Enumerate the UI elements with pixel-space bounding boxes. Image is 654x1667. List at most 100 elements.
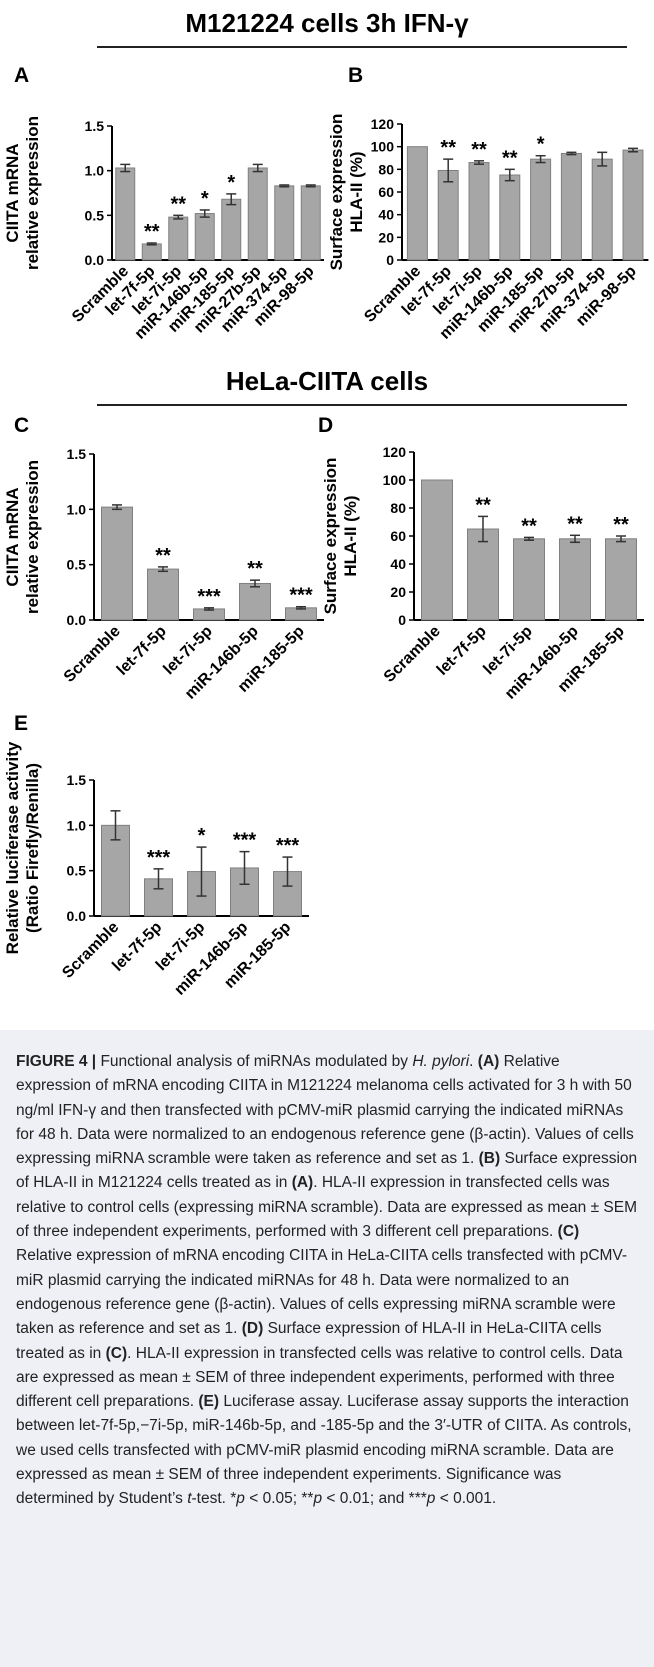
caption-text: < 0.001. [435,1490,497,1508]
x-tick-label: let-7f-5p [434,623,490,679]
caption-text: Surface expression of HLA-II in HeLa-CII… [16,1320,602,1362]
y-tick-label: 100 [383,472,407,488]
significance-label: ** [471,139,487,161]
significance-label: ** [475,494,491,516]
significance-label: ** [502,147,518,169]
bar [168,216,189,261]
caption-text: t [187,1490,192,1508]
caption-panel-ref: (D) [241,1320,264,1338]
y-tick-label: 20 [390,584,406,600]
bar [101,506,133,621]
panel-label-d: D [318,414,334,437]
y-tick-label: 100 [371,139,395,155]
y-tick-label: 20 [378,229,394,245]
significance-label: * [198,825,206,847]
significance-label: ** [613,514,629,536]
bar [530,158,552,261]
caption-text: p [313,1490,323,1508]
y-tick-label: 1.0 [85,163,105,179]
section-divider-mid [97,404,627,406]
bar [467,528,499,621]
y-tick-label: 80 [390,500,406,516]
x-tick-label: Scramble [381,623,444,686]
bar [300,185,321,261]
y-tick-label: 1.5 [85,118,105,134]
section-title-m121224: M121224 cells 3h IFN-γ [185,8,469,38]
x-tick-label: Scramble [59,919,122,982]
bar [141,243,162,261]
bar [247,167,268,261]
figure-caption: FIGURE 4 | Functional analysis of miRNAs… [16,1050,638,1512]
caption-panel-ref: (C) [557,1223,580,1241]
y-tick-label: 0.0 [85,252,105,268]
y-axis-title: Surface expression [327,114,346,271]
y-tick-label: 1.0 [67,501,87,517]
y-axis-title: Surface expression [321,458,340,615]
bar [560,152,582,261]
significance-label: ** [155,545,171,567]
chart-c: 0.0 0.5 1.0 1.5 CIITA mRNA relative expressio… [3,446,324,703]
y-tick-label: 120 [371,116,395,132]
bar [239,582,271,621]
y-axis-title: relative expression [23,116,42,270]
significance-label: *** [289,585,313,607]
y-tick-label: 120 [383,444,407,460]
caption-panel-ref: (E) [198,1393,220,1411]
y-tick-label: 0.5 [85,207,105,223]
y-axis-title: HLA-II (%) [347,151,366,232]
bar [559,538,591,621]
y-tick-label: 0 [398,612,406,628]
caption-text: < 0.01; and *** [322,1490,427,1508]
y-axis-title: relative expression [23,460,42,614]
caption-text: p [426,1490,436,1508]
caption-text: Relative expression of mRNA encoding CII… [16,1247,628,1338]
bar [622,149,644,261]
panel-label-b: B [348,64,364,87]
bar [421,479,453,621]
caption-panel-ref: (C) [105,1344,128,1362]
y-tick-label: 0.0 [67,612,87,628]
caption-text: Surface expression of HLA-II in M121224 … [16,1150,638,1192]
y-tick-label: 0.5 [67,863,87,879]
section-divider-top [97,46,627,48]
y-axis-title: CIITA mRNA [3,143,22,242]
caption-text: . HLA-II expression in transfected cells… [16,1344,623,1411]
y-tick-label: 0.0 [67,908,87,924]
significance-label: ** [521,515,537,537]
y-tick-label: 40 [390,556,406,572]
significance-label: * [201,188,209,210]
caption-panel-ref: (A) [477,1053,500,1070]
significance-label: * [537,134,545,156]
y-axis-title: (Ratio Firefly/Renilla) [23,763,42,933]
chart-d: 0 20 40 60 80 100 120 Surface expression HLA-II … [321,444,644,703]
y-tick-label: 0.5 [67,557,87,573]
bar [221,198,242,261]
caption-text: -test. * [191,1490,237,1508]
bar [605,538,637,621]
chart-b: 0 20 40 60 80 100 120 Surface expression HLA-II … [327,114,649,343]
y-axis-title: CIITA mRNA [3,487,22,586]
significance-label: *** [147,847,171,869]
significance-label: * [227,172,235,194]
x-tick-label: let-7f-5p [114,623,170,679]
caption-text: Luciferase assay. Luciferase assay suppo… [16,1393,632,1508]
y-tick-label: 60 [378,184,394,200]
chart-e: 0.0 0.5 1.0 1.5 Relative luciferase activity… [3,741,309,999]
bar [499,174,521,261]
caption-text: . [469,1053,478,1070]
panel-label-c: C [14,414,30,437]
panel-label-e: E [14,712,29,735]
bar [513,538,545,621]
caption-text: H. pylori [412,1053,470,1070]
chart-a: 0.0 0.5 1.0 1.5 CIITA mRNA relative expressio… [3,116,324,343]
bar [591,158,613,261]
bar [115,167,136,261]
y-tick-label: 80 [378,161,394,177]
caption-text: < 0.05; ** [244,1490,314,1508]
bar [406,146,428,261]
caption-text: Functional analysis of miRNAs modulated … [96,1053,413,1070]
caption-panel-ref: (A) [291,1174,314,1192]
significance-label: ** [170,193,186,215]
significance-label: ** [440,137,456,159]
